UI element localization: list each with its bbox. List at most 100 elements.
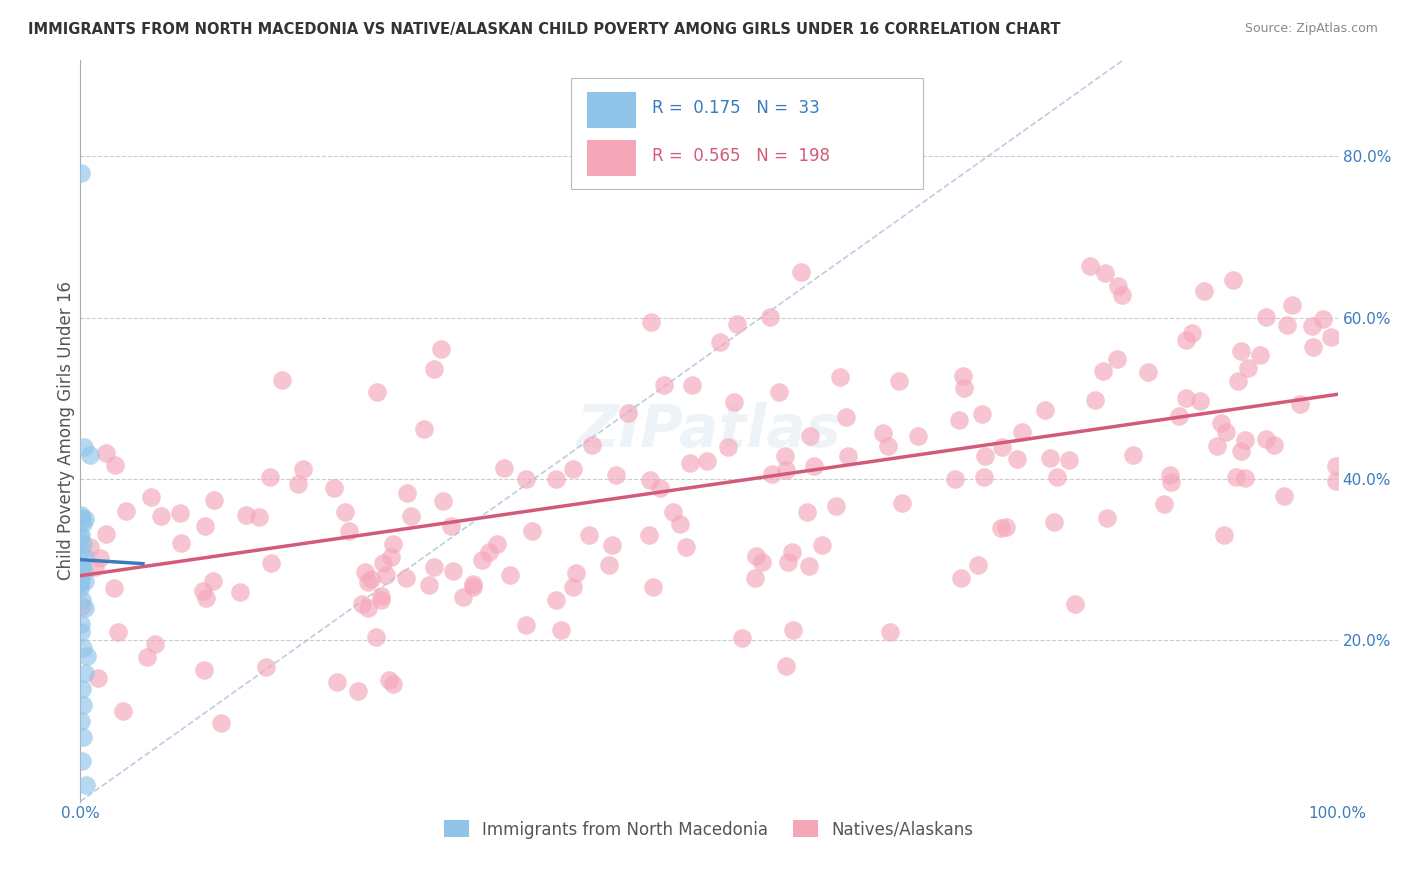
Point xyxy=(79,540,101,554)
Point xyxy=(94,527,117,541)
Point xyxy=(640,314,662,328)
Point xyxy=(89,551,111,566)
Point xyxy=(515,472,537,486)
Point xyxy=(360,572,382,586)
Point xyxy=(1189,393,1212,408)
Point xyxy=(195,591,218,606)
Point xyxy=(652,378,675,392)
Point xyxy=(725,317,748,331)
Point xyxy=(72,698,94,712)
Point xyxy=(952,369,974,384)
Point xyxy=(578,528,600,542)
Point xyxy=(69,565,91,579)
Point xyxy=(377,673,399,688)
Point xyxy=(1107,351,1129,366)
Point xyxy=(1234,471,1257,485)
Point xyxy=(72,511,94,525)
Point xyxy=(432,494,454,508)
Point xyxy=(776,555,799,569)
Point xyxy=(143,637,166,651)
Point xyxy=(395,486,418,500)
Point xyxy=(1111,288,1133,302)
Point xyxy=(73,440,96,454)
Point xyxy=(292,461,315,475)
Point xyxy=(1312,311,1334,326)
Point xyxy=(789,265,811,279)
Y-axis label: Child Poverty Among Girls Under 16: Child Poverty Among Girls Under 16 xyxy=(58,281,75,580)
Point xyxy=(201,574,224,588)
Point xyxy=(1281,298,1303,312)
Point xyxy=(70,754,93,768)
Point xyxy=(72,537,94,551)
Point xyxy=(948,413,970,427)
Point xyxy=(1230,443,1253,458)
Point xyxy=(773,449,796,463)
Point xyxy=(461,580,484,594)
Point xyxy=(72,558,94,573)
Point xyxy=(696,453,718,467)
Point xyxy=(69,165,91,179)
Point xyxy=(990,521,1012,535)
Point xyxy=(1095,511,1118,525)
Point xyxy=(1046,470,1069,484)
Point xyxy=(877,438,900,452)
Point xyxy=(811,538,834,552)
Point xyxy=(440,518,463,533)
Point xyxy=(380,550,402,565)
Point xyxy=(357,601,380,615)
Point xyxy=(835,410,858,425)
Point xyxy=(759,310,782,324)
Point xyxy=(209,715,232,730)
Point xyxy=(796,505,818,519)
Point xyxy=(357,575,380,590)
Point xyxy=(879,625,901,640)
Point xyxy=(70,527,93,541)
Point xyxy=(326,674,349,689)
Point xyxy=(422,559,444,574)
Point xyxy=(775,463,797,477)
Point xyxy=(515,618,537,632)
Point xyxy=(709,334,731,349)
Point xyxy=(76,649,98,664)
Point xyxy=(1007,452,1029,467)
Point xyxy=(638,473,661,487)
Point xyxy=(617,405,640,419)
Point xyxy=(1277,318,1299,332)
Point xyxy=(254,659,277,673)
Point xyxy=(364,630,387,644)
Point xyxy=(1256,310,1278,324)
Point xyxy=(141,490,163,504)
Point xyxy=(1215,425,1237,439)
Point xyxy=(115,504,138,518)
Point xyxy=(872,426,894,441)
Point xyxy=(169,536,191,550)
Point xyxy=(641,580,664,594)
Point xyxy=(70,625,93,640)
Point xyxy=(413,422,436,436)
Point xyxy=(69,544,91,558)
Point xyxy=(399,509,422,524)
Point xyxy=(75,512,97,526)
Point xyxy=(561,580,583,594)
Point xyxy=(104,458,127,473)
Point xyxy=(991,440,1014,454)
Point xyxy=(564,566,586,580)
Point xyxy=(333,505,356,519)
Point xyxy=(270,373,292,387)
Point xyxy=(681,378,703,392)
Point xyxy=(907,429,929,443)
Point xyxy=(193,663,215,677)
Text: R =  0.175   N =  33: R = 0.175 N = 33 xyxy=(652,99,820,117)
Point xyxy=(1064,597,1087,611)
Point xyxy=(1043,515,1066,529)
Point xyxy=(675,540,697,554)
Point xyxy=(1206,438,1229,452)
Point xyxy=(103,581,125,595)
Point xyxy=(1181,326,1204,340)
Point xyxy=(830,369,852,384)
Point xyxy=(73,665,96,680)
Point xyxy=(381,537,404,551)
Point xyxy=(662,505,685,519)
Point xyxy=(581,438,603,452)
Point xyxy=(249,509,271,524)
